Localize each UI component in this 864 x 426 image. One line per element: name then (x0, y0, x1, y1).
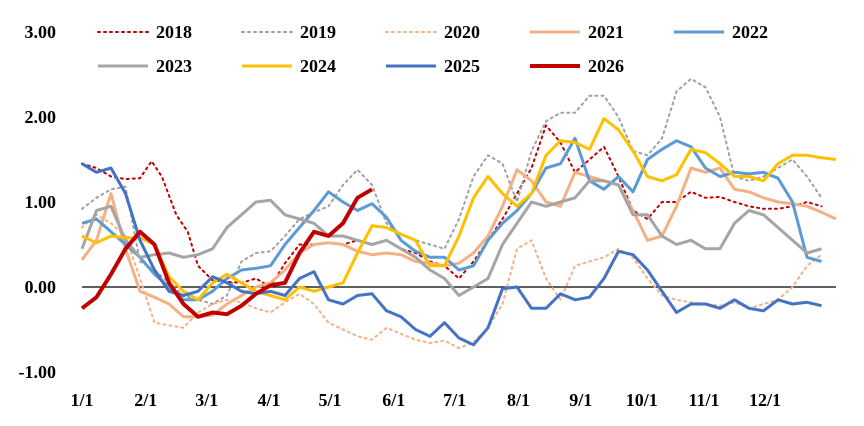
legend-item-2020: 2020 (385, 22, 480, 42)
y-tick-label: -1.00 (19, 362, 57, 382)
y-tick-label: 3.00 (25, 22, 57, 42)
legend-item-2023: 2023 (98, 56, 192, 76)
x-tick-label: 8/1 (507, 390, 530, 410)
x-tick-label: 9/1 (569, 390, 592, 410)
x-tick-label: 2/1 (134, 390, 157, 410)
legend-label: 2022 (732, 22, 768, 42)
legend-label: 2021 (588, 22, 624, 42)
y-tick-label: 0.00 (25, 277, 57, 297)
y-tick-label: 2.00 (25, 107, 57, 127)
legend-label: 2018 (156, 22, 192, 42)
legend-item-2024: 2024 (242, 56, 336, 76)
legend-label: 2026 (588, 56, 624, 76)
x-tick-label: 3/1 (195, 390, 218, 410)
series-line-2026 (80, 187, 374, 319)
series-layer (80, 77, 837, 350)
x-tick-label: 6/1 (382, 390, 405, 410)
legend-label: 2023 (156, 56, 192, 76)
legend-item-2019: 2019 (241, 22, 336, 42)
series-line-2025 (81, 162, 822, 347)
legend-item-2021: 2021 (530, 22, 624, 42)
axis-layer: -1.00 0.00 1.00 2.00 3.00 1/1 2/1 3/1 4/1 5/1 6/1 7… (19, 22, 836, 410)
series-line-2024 (81, 117, 837, 302)
legend-item-2022: 2022 (674, 22, 768, 42)
legend-label: 2020 (444, 22, 480, 42)
legend-item-2025: 2025 (386, 56, 480, 76)
series-line-2022 (81, 136, 822, 302)
series-line-2023 (80, 179, 822, 297)
legend-item-2026: 2026 (530, 56, 624, 76)
x-tick-label: 12/1 (749, 390, 781, 410)
x-tick-label: 4/1 (258, 390, 281, 410)
y-tick-label: 1.00 (25, 192, 57, 212)
x-tick-label: 5/1 (318, 390, 341, 410)
series-line-2019 (81, 77, 823, 305)
x-tick-label: 7/1 (443, 390, 466, 410)
x-tick-label: 11/1 (689, 390, 720, 410)
legend-label: 2019 (300, 22, 336, 42)
x-tick-label: 1/1 (70, 390, 93, 410)
legend-item-2018: 2018 (97, 22, 192, 42)
legend: 2018 2019 2020 2021 2022 2023 2024 2025 2026 (97, 22, 768, 76)
legend-label: 2024 (300, 56, 336, 76)
x-tick-label: 10/1 (626, 390, 658, 410)
legend-label: 2025 (444, 56, 480, 76)
